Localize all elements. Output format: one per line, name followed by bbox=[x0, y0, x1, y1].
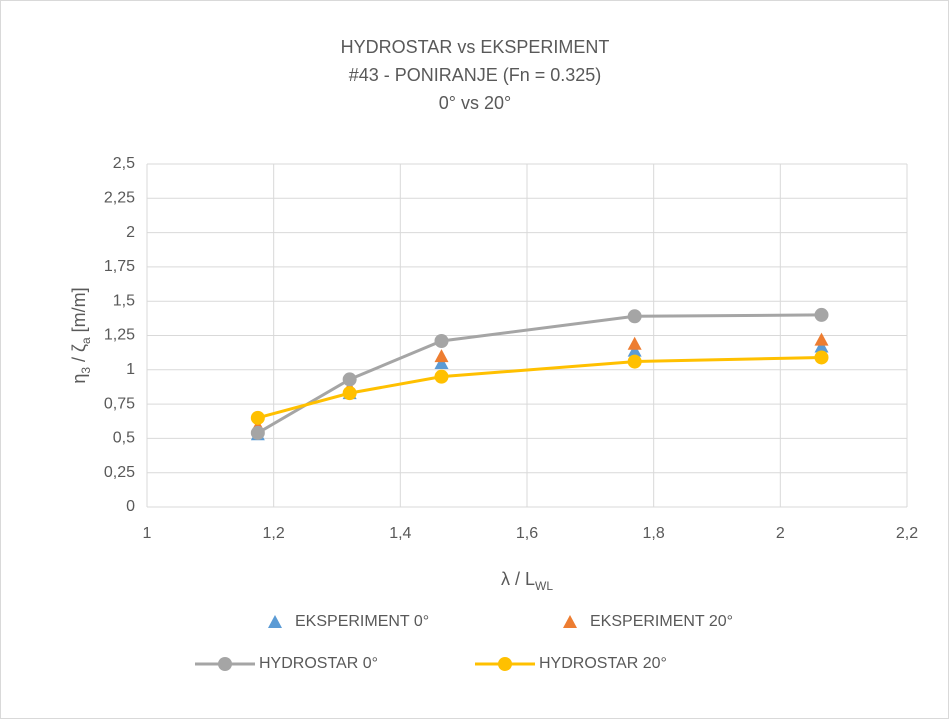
y-tick-label: 2,5 bbox=[113, 155, 135, 172]
legend-label: EKSPERIMENT 0° bbox=[295, 613, 429, 630]
x-tick-label: 1,8 bbox=[643, 525, 665, 542]
y-tick-label: 2 bbox=[126, 224, 135, 241]
marker bbox=[434, 355, 449, 369]
marker bbox=[434, 333, 449, 348]
marker bbox=[342, 372, 357, 387]
y-tick-label: 0,5 bbox=[113, 430, 135, 447]
marker bbox=[342, 386, 357, 401]
marker bbox=[434, 349, 449, 363]
label-part: / ζ bbox=[69, 344, 89, 367]
x-tick-label: 1 bbox=[143, 525, 152, 542]
y-tick-label: 0,25 bbox=[104, 464, 135, 481]
marker bbox=[563, 615, 577, 628]
x-tick-label: 2,2 bbox=[896, 525, 918, 542]
marker bbox=[498, 657, 512, 671]
marker bbox=[627, 336, 642, 350]
legend-label: HYDROSTAR 0° bbox=[259, 655, 378, 672]
chart-title: HYDROSTAR vs EKSPERIMENT bbox=[341, 37, 610, 57]
marker bbox=[250, 410, 265, 425]
y-label: η3 / ζa [m/m] bbox=[69, 287, 93, 383]
x-tick-label: 1,4 bbox=[389, 525, 411, 542]
chart-title: #43 - PONIRANJE (Fn = 0.325) bbox=[349, 65, 602, 85]
marker bbox=[814, 350, 829, 365]
y-tick-label: 1,75 bbox=[104, 258, 135, 275]
marker bbox=[814, 332, 829, 346]
marker bbox=[814, 339, 829, 353]
marker bbox=[250, 425, 265, 440]
marker bbox=[627, 309, 642, 324]
label-part: WL bbox=[535, 579, 553, 593]
label-part: [m/m] bbox=[69, 287, 89, 337]
x-tick-label: 2 bbox=[776, 525, 785, 542]
marker bbox=[627, 354, 642, 369]
legend-label: EKSPERIMENT 20° bbox=[590, 613, 733, 630]
legend-label: HYDROSTAR 20° bbox=[539, 655, 667, 672]
label-part: η bbox=[69, 374, 89, 384]
y-tick-label: 2,25 bbox=[104, 190, 135, 207]
y-tick-label: 1,25 bbox=[104, 327, 135, 344]
marker bbox=[814, 307, 829, 322]
label-part: λ / L bbox=[501, 569, 535, 589]
chart-title: 0° vs 20° bbox=[439, 93, 511, 113]
marker bbox=[627, 343, 642, 357]
y-tick-label: 0,75 bbox=[104, 395, 135, 412]
y-tick-label: 1 bbox=[126, 361, 135, 378]
x-tick-label: 1,6 bbox=[516, 525, 538, 542]
label-part: a bbox=[79, 337, 93, 344]
marker bbox=[268, 615, 282, 628]
y-tick-label: 1,5 bbox=[113, 292, 135, 309]
marker bbox=[218, 657, 232, 671]
y-tick-label: 0 bbox=[126, 498, 135, 515]
label-part: 3 bbox=[79, 367, 93, 374]
x-tick-label: 1,2 bbox=[263, 525, 285, 542]
marker bbox=[434, 369, 449, 384]
x-label: λ / LWL bbox=[501, 569, 553, 593]
